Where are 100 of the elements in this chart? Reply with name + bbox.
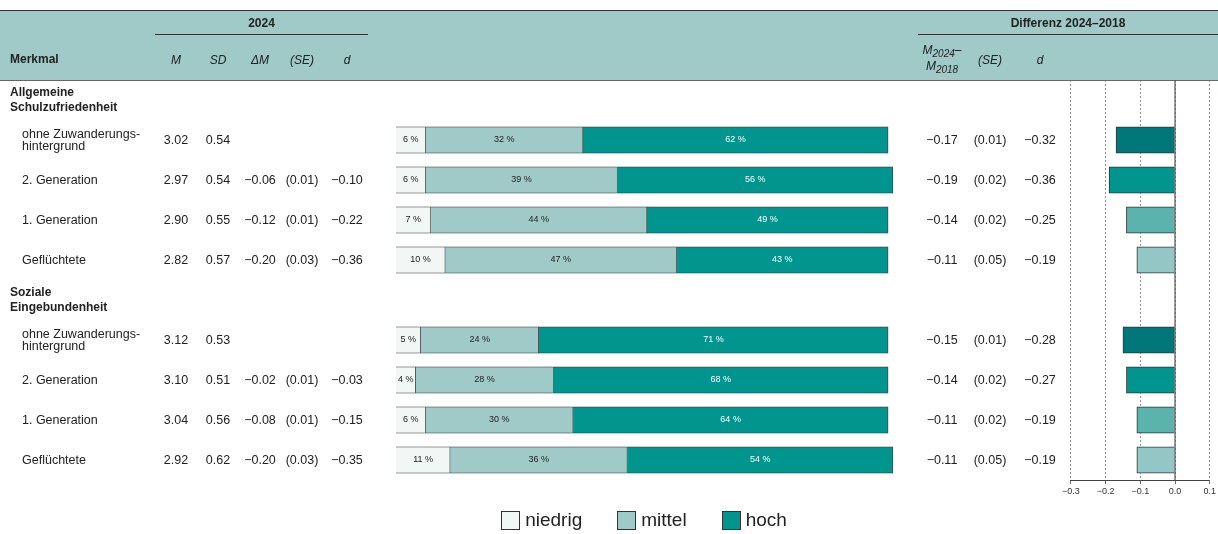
text: −0.10 (331, 173, 363, 187)
data-label: 10 % (410, 254, 431, 265)
text: −0.19 (1024, 413, 1056, 427)
text: (0.01) (973, 133, 1007, 147)
text: 0.56 (205, 413, 231, 427)
data-label: 6 % (403, 414, 419, 425)
category-label: 1. Generation (22, 213, 98, 227)
text: (0.03) (285, 253, 319, 267)
text: −0.19 (1024, 253, 1056, 267)
text: −0.19 (926, 173, 958, 187)
category-label: (SE) (290, 52, 314, 67)
text: −0.12 (244, 213, 276, 227)
text: (0.05) (973, 253, 1007, 267)
text: −0.15 (926, 333, 958, 347)
data-label: 32 % (494, 134, 515, 145)
text: −0.20 (244, 453, 276, 467)
text: −0.36 (1024, 173, 1056, 187)
text: (0.02) (973, 413, 1007, 427)
text: 3.02 (163, 133, 189, 147)
text: −0.20 (244, 253, 276, 267)
text: −0.02 (244, 373, 276, 387)
text: −0.35 (331, 453, 363, 467)
category-label: ΔM (250, 52, 270, 67)
data-label: 6 % (403, 134, 419, 145)
data-label: 43 % (772, 254, 793, 265)
text: −0.06 (244, 173, 276, 187)
data-label: 6 % (403, 174, 419, 185)
data-label: 24 % (469, 334, 490, 345)
category-label: (SE) (978, 52, 1002, 67)
category-label: Geflüchtete (22, 253, 86, 267)
legend-label: mittel (641, 509, 687, 531)
text: 0.62 (205, 453, 231, 467)
text: −0.19 (1024, 453, 1056, 467)
text: 2024 (248, 16, 275, 30)
text: −0.27 (1024, 373, 1056, 387)
category-label: Soziale Eingebundenheit (10, 285, 108, 314)
category-label: Allgemeine Schulzufriedenheit (10, 85, 118, 114)
category-label: 1. Generation (22, 413, 98, 427)
text: 0.51 (205, 373, 231, 387)
data-label: 49 % (757, 214, 778, 225)
text: −0.36 (331, 253, 363, 267)
text: −0.08 (244, 413, 276, 427)
text: Differenz 2024–2018 (1010, 16, 1126, 30)
text: −0.03 (331, 373, 363, 387)
category-label: Geflüchtete (22, 453, 86, 467)
text: (0.02) (973, 173, 1007, 187)
text: 2.92 (163, 453, 189, 467)
x-tick-label: −0.2 (1096, 485, 1115, 496)
text: −0.11 (926, 253, 958, 267)
category-label: SD (209, 52, 227, 67)
category-label: d (1036, 52, 1044, 67)
data-label: 36 % (528, 454, 549, 465)
category-label: M (171, 52, 181, 67)
data-label: 4 % (398, 374, 414, 385)
data-label: 64 % (720, 414, 741, 425)
text: 0.54 (205, 133, 231, 147)
data-label: 71 % (703, 334, 724, 345)
text: (0.02) (973, 213, 1007, 227)
x-tick-label: −0.3 (1061, 485, 1080, 496)
text: (0.03) (285, 453, 319, 467)
category-label: 2. Generation (22, 373, 98, 387)
category-label: ohne Zuwanderungs-hintergrund (22, 327, 141, 353)
category-label: 2. Generation (22, 173, 98, 187)
data-label: 11 % (413, 454, 433, 465)
data-label: 5 % (400, 334, 417, 345)
text: −0.22 (331, 213, 363, 227)
data-label: 54 % (749, 454, 771, 465)
text: −0.15 (331, 413, 363, 427)
text: (0.01) (973, 333, 1007, 347)
text: 0.55 (205, 213, 231, 227)
text: −0.17 (926, 133, 958, 147)
text: 3.12 (163, 333, 189, 347)
text: (0.05) (973, 453, 1007, 467)
legend-label: hoch (745, 509, 787, 531)
data-label: 30 % (489, 414, 510, 425)
text: −0.11 (926, 413, 958, 427)
text: −0.25 (1024, 213, 1056, 227)
category-label: ohne Zuwanderungs-hintergrund (22, 127, 141, 153)
category-label: d (343, 52, 351, 67)
legend-label: niedrig (525, 509, 583, 531)
text: −0.11 (926, 453, 958, 467)
x-tick-label: 0.0 (1168, 485, 1182, 496)
category-label: M$_{2024}$–M$_{2018}$ (922, 42, 962, 76)
text: (0.01) (285, 213, 319, 227)
text: −0.14 (926, 373, 958, 387)
text: (0.01) (285, 173, 319, 187)
data-label: 56 % (744, 174, 766, 185)
data-label: 7 % (405, 214, 421, 225)
data-label: 39 % (511, 174, 532, 185)
data-label: 47 % (550, 254, 572, 265)
text: −0.32 (1024, 133, 1056, 147)
data-label: 62 % (725, 134, 746, 145)
data-label: 44 % (528, 214, 549, 225)
text: Merkmal (10, 52, 59, 66)
text: 3.04 (163, 413, 189, 427)
text: (0.02) (973, 373, 1007, 387)
x-tick-label: −0.1 (1131, 485, 1150, 496)
text: 0.54 (205, 173, 231, 187)
data-label: 68 % (710, 374, 732, 385)
text: 2.90 (163, 213, 189, 227)
